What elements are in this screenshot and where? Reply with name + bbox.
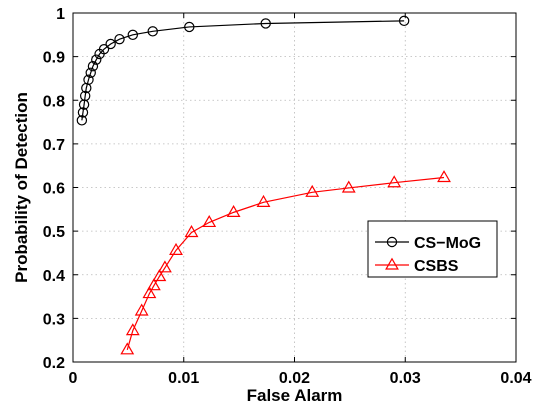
y-tick-label: 0.7 <box>43 137 65 154</box>
data-point-cs-mog <box>83 74 94 85</box>
series-cs-mog <box>76 15 410 126</box>
series-line-csbs <box>126 176 445 350</box>
y-tick-label: 0.5 <box>43 224 65 241</box>
legend-box <box>367 220 498 278</box>
legend-marker-symbol <box>385 257 399 270</box>
legend-marker-symbol <box>386 236 398 248</box>
data-point-cs-mog <box>105 38 116 50</box>
data-point-csbs <box>142 286 157 299</box>
y-axis-title: Probability of Detection <box>12 92 31 283</box>
y-tick-label: 0.6 <box>43 181 65 198</box>
legend-label-cs-mog: CS−MoG <box>414 235 481 252</box>
data-point-csbs <box>169 242 183 255</box>
data-point-cs-mog <box>85 67 96 78</box>
data-point-csbs <box>305 184 320 197</box>
data-point-cs-mog <box>260 18 271 29</box>
data-point-csbs <box>387 175 402 188</box>
data-point-cs-mog <box>127 29 139 41</box>
data-point-csbs <box>152 269 167 282</box>
data-point-csbs <box>437 170 451 183</box>
x-axis-title: False Alarm <box>247 386 343 405</box>
x-tick-label: 0.01 <box>168 370 199 387</box>
y-tick-label: 0.3 <box>43 311 65 328</box>
y-tick-label: 0.9 <box>43 50 65 67</box>
data-point-csbs <box>256 194 271 207</box>
data-point-cs-mog <box>98 44 110 55</box>
data-point-csbs <box>134 303 149 316</box>
x-tick-label: 0 <box>69 370 78 387</box>
data-point-csbs <box>120 342 135 355</box>
series-line-cs-mog <box>81 20 405 121</box>
data-point-csbs <box>125 323 140 336</box>
legend-marker-cs-mog <box>386 236 398 248</box>
legend: CS−MoG CSBS <box>367 220 498 278</box>
x-tick-label: 0.03 <box>390 370 421 387</box>
data-point-cs-mog <box>79 90 91 102</box>
x-tick-label: 0.02 <box>279 370 310 387</box>
legend-label-csbs: CSBS <box>414 258 459 275</box>
y-tick-label: 1 <box>56 6 65 23</box>
data-point-csbs <box>184 225 199 238</box>
data-point-csbs <box>341 180 356 193</box>
x-tick-label: 0.04 <box>500 370 531 387</box>
axis-ticks: 0 0.01 0.02 0.03 0.04 0.2 0.3 0.4 0.5 0.6 0.7 0.8 0.… <box>43 6 532 387</box>
data-point-csbs <box>226 204 241 217</box>
data-point-cs-mog <box>114 33 125 45</box>
data-point-cs-mog <box>87 61 99 72</box>
y-tick-label: 0.4 <box>43 268 65 285</box>
data-point-cs-mog <box>398 15 410 27</box>
data-point-cs-mog <box>91 54 102 65</box>
legend-marker-csbs <box>385 257 399 270</box>
data-point-csbs <box>202 214 217 228</box>
data-point-cs-mog <box>76 115 88 126</box>
y-tick-label: 0.8 <box>43 93 65 110</box>
data-point-cs-mog <box>147 26 158 37</box>
series-csbs <box>120 170 451 355</box>
data-point-csbs <box>157 260 172 273</box>
data-point-cs-mog <box>77 107 89 118</box>
plot-series <box>76 15 451 355</box>
data-point-csbs <box>146 278 161 291</box>
y-tick-label: 0.2 <box>43 355 65 372</box>
data-point-cs-mog <box>184 21 195 33</box>
